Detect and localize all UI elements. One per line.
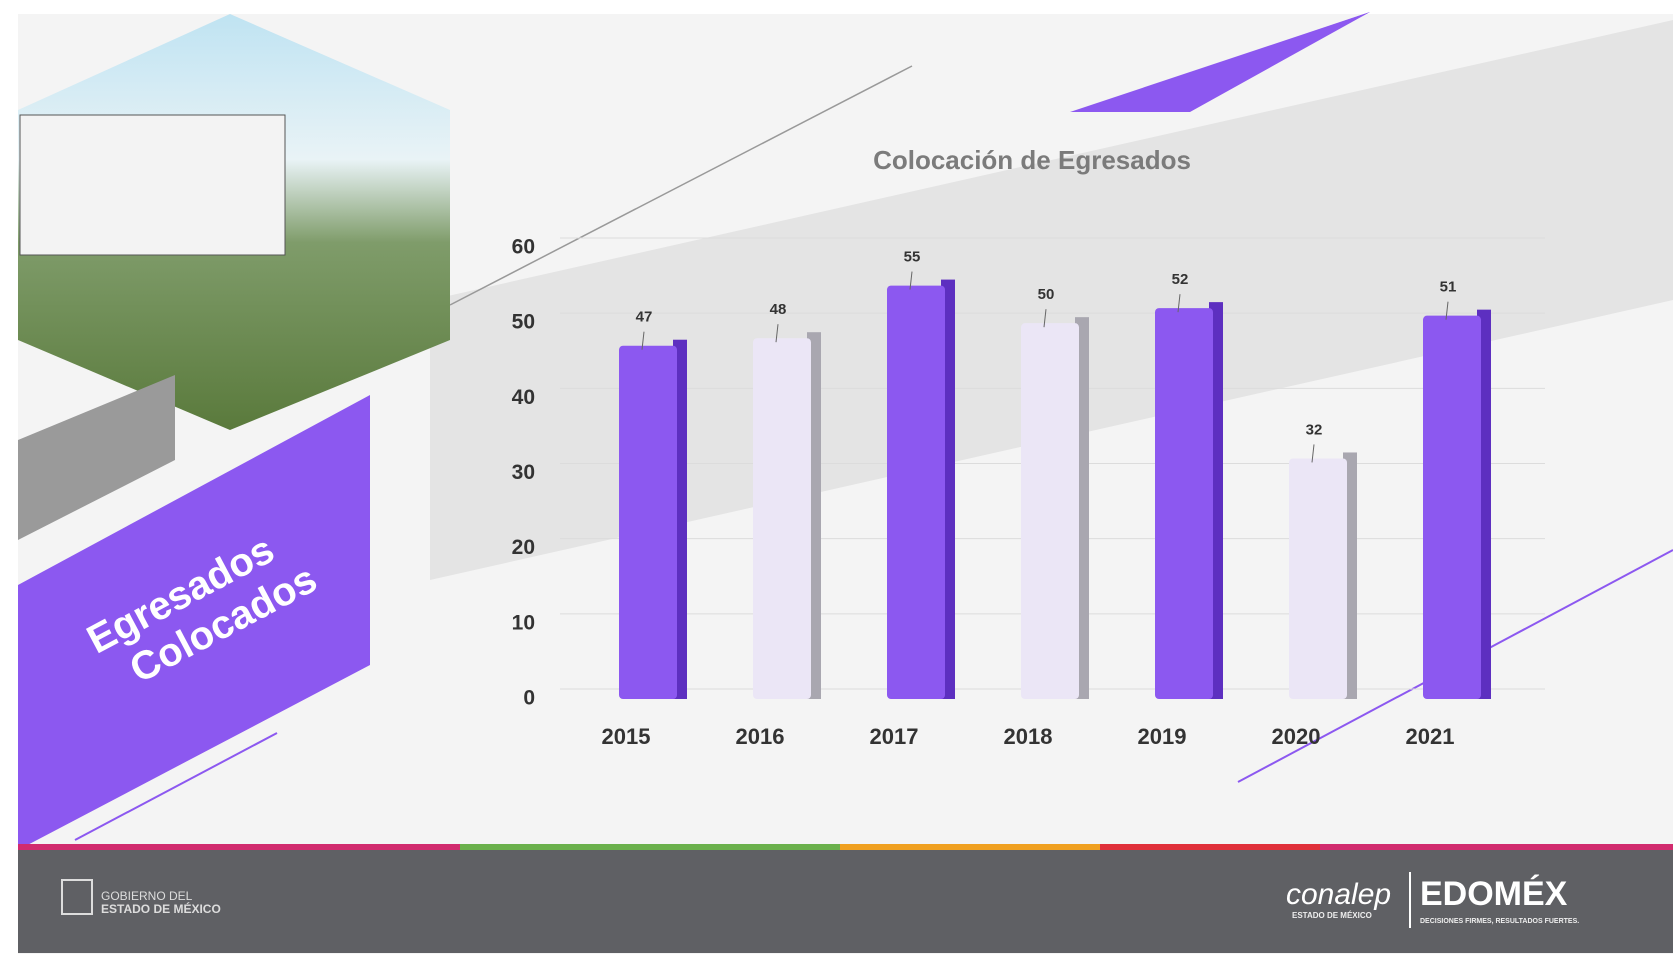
label-leader [1043,309,1047,328]
accent-stripe [1075,12,1370,112]
bar [887,285,945,699]
x-tick-label: 2016 [736,724,785,749]
bar [619,345,677,699]
y-tick-label: 50 [512,311,535,334]
label-leader [1445,301,1449,320]
x-tick-label: 2018 [1004,724,1053,749]
label-leader [1177,294,1181,313]
x-tick-label: 2021 [1406,724,1455,749]
accent-stripe [1070,12,1370,112]
x-tick-label: 2019 [1138,724,1187,749]
label-leader [775,324,779,343]
brand: conalep [1286,878,1391,911]
color-strip [460,844,840,850]
value-label: 55 [904,249,921,266]
accent-line [449,65,913,306]
chart-title: Colocación de Egresados [873,145,1191,175]
color-strip [840,844,1100,850]
bar [1423,315,1481,699]
plot: 0 10 20 30 40 50 60 2015 47 2016 48 2017 55 2018 50 201… [512,236,1545,749]
value-label: 50 [1038,286,1055,303]
label-leader [1311,444,1315,463]
diagonal-band [430,20,1673,580]
y-tick-label: 20 [512,536,535,559]
x-tick-label: 2015 [602,724,651,749]
y-tick-label: 0 [523,687,535,710]
y-tick-label: 60 [512,236,535,259]
brand-sub: ESTADO DE MÉXICO [1292,911,1372,920]
label-leader [641,331,645,350]
label-leader [909,271,913,290]
gov-text: ESTADO DE MÉXICO [101,901,221,916]
value-label: 48 [770,301,787,318]
accent-line [74,732,278,841]
slogan: DECISIONES FIRMES, RESULTADOS FUERTES. [1420,918,1579,925]
crest-icon [61,879,93,915]
y-tick-label: 40 [512,386,535,409]
y-tick-label: 10 [512,611,535,634]
photo-sign [19,114,286,256]
value-label: 52 [1172,271,1189,288]
bar [1289,458,1347,699]
y-tick-label: 30 [512,461,535,484]
value-label: 51 [1440,279,1457,296]
bar [1155,308,1213,699]
value-label: 47 [636,309,653,326]
bar [753,338,811,699]
bar [1021,323,1079,699]
value-label: 32 [1306,421,1323,438]
footer [18,850,1673,953]
heading-panel [18,395,370,850]
x-tick-label: 2017 [870,724,919,749]
gray-block [18,375,175,540]
x-tick-label: 2020 [1272,724,1321,749]
color-strip [1100,844,1320,850]
gov-text: GOBIERNO DEL [101,889,193,903]
state-logo: EDOMÉX [1420,875,1568,913]
